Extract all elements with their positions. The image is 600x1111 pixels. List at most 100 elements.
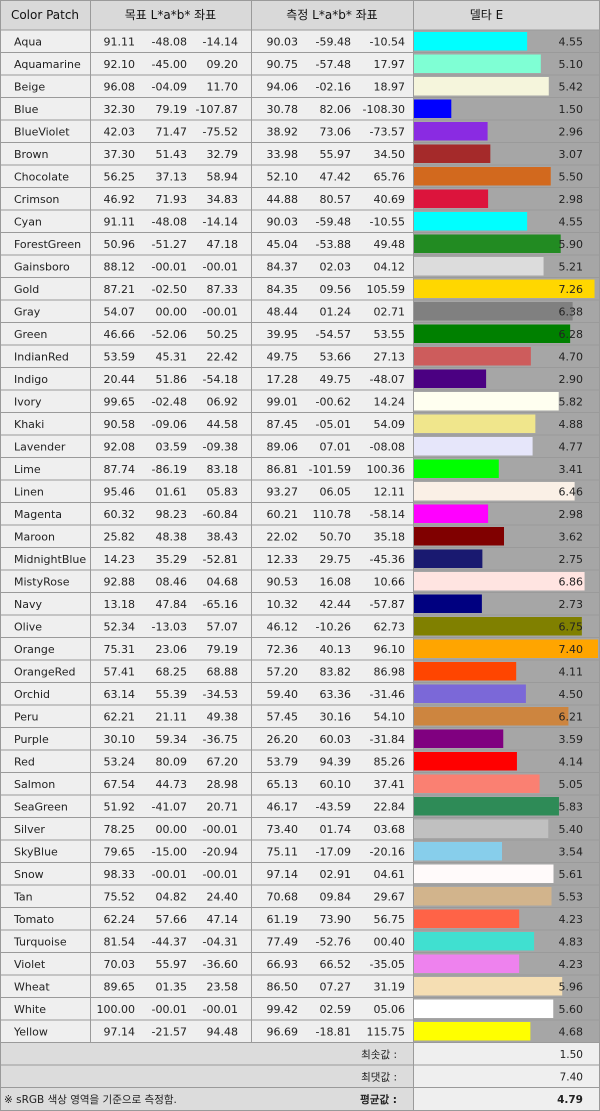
measured-lab-value: 62.73 — [374, 620, 406, 633]
row-background — [0, 165, 413, 188]
table-row: Linen 95.46 01.61 05.83 93.27 06.05 12.11 6.46 — [0, 480, 600, 503]
measured-lab-value: 77.49 — [267, 935, 299, 948]
target-lab-value: -51.27 — [152, 238, 187, 251]
color-name: Crimson — [14, 193, 59, 206]
delta-bar — [414, 347, 531, 366]
measured-lab-value: 46.12 — [267, 620, 299, 633]
delta-value: 5.21 — [559, 260, 584, 273]
target-lab-value: 94.48 — [207, 1025, 239, 1038]
target-lab-value: 98.33 — [104, 868, 136, 881]
delta-value: 5.96 — [559, 980, 584, 993]
target-lab-value: 03.59 — [156, 440, 188, 453]
delta-value: 7.26 — [559, 283, 584, 296]
measured-lab-value: 52.10 — [267, 170, 299, 183]
target-lab-value: 01.35 — [156, 980, 188, 993]
delta-value: 4.77 — [559, 440, 584, 453]
target-lab-value: 80.09 — [156, 755, 188, 768]
row-background — [0, 412, 413, 435]
delta-bar — [414, 819, 549, 838]
measured-lab-value: 04.61 — [374, 868, 406, 881]
measured-lab-value: -53.88 — [316, 238, 351, 251]
row-background — [0, 772, 413, 795]
measured-lab-value: 06.05 — [320, 485, 352, 498]
target-lab-value: 14.23 — [104, 553, 136, 566]
delta-bar — [414, 369, 487, 388]
measured-lab-value: 02.71 — [374, 305, 406, 318]
color-name: Wheat — [14, 980, 50, 993]
delta-value: 4.14 — [559, 755, 584, 768]
max-value: 7.40 — [560, 1071, 583, 1083]
delta-value: 3.54 — [559, 845, 584, 858]
delta-bar — [414, 954, 520, 973]
measured-lab-value: 12.11 — [374, 485, 406, 498]
target-lab-value: 24.40 — [207, 890, 239, 903]
measured-lab-value: 60.21 — [267, 508, 299, 521]
measured-lab-value: 22.84 — [374, 800, 406, 813]
measured-lab-value: -02.16 — [316, 80, 351, 93]
target-lab-value: -04.09 — [152, 80, 187, 93]
target-lab-value: 11.70 — [207, 80, 239, 93]
target-lab-value: 54.07 — [104, 305, 136, 318]
target-lab-value: -45.00 — [152, 58, 187, 71]
target-lab-value: 04.82 — [156, 890, 188, 903]
row-background — [0, 30, 413, 53]
measured-lab-value: 96.10 — [374, 643, 406, 656]
delta-value: 4.88 — [559, 418, 584, 431]
measured-lab-value: 63.36 — [320, 688, 352, 701]
table-row: Salmon 67.54 44.73 28.98 65.13 60.10 37.41 5.05 — [0, 772, 600, 795]
measured-lab-value: -43.59 — [316, 800, 351, 813]
color-name: Gold — [14, 283, 39, 296]
measured-lab-value: 70.68 — [267, 890, 299, 903]
measured-lab-value: 90.03 — [267, 215, 299, 228]
target-lab-value: 83.18 — [207, 463, 239, 476]
table-row: White 100.00 -00.01 -00.01 99.42 02.59 05.06 5.… — [0, 997, 600, 1020]
target-lab-value: 45.31 — [156, 350, 188, 363]
target-lab-value: 89.65 — [104, 980, 136, 993]
delta-bar — [414, 639, 598, 658]
measured-lab-value: 94.39 — [320, 755, 352, 768]
delta-value: 4.50 — [559, 688, 584, 701]
row-background — [0, 952, 413, 975]
target-lab-value: 37.30 — [104, 148, 136, 161]
measured-lab-value: -18.81 — [316, 1025, 351, 1038]
target-lab-value: -14.14 — [203, 35, 238, 48]
target-lab-value: -00.01 — [152, 1003, 187, 1016]
delta-bar — [414, 707, 569, 726]
color-name: Cyan — [14, 215, 42, 228]
measured-lab-value: 01.24 — [320, 305, 352, 318]
row-background — [0, 660, 413, 683]
measured-lab-value: -45.36 — [370, 553, 405, 566]
measured-lab-value: 17.28 — [267, 373, 299, 386]
table-row: Indigo 20.44 51.86 -54.18 17.28 49.75 -48.07 2.… — [0, 367, 600, 390]
row-background — [0, 1020, 413, 1043]
target-lab-value: 01.61 — [156, 485, 188, 498]
target-lab-value: 97.14 — [104, 1025, 136, 1038]
delta-value: 5.83 — [559, 800, 584, 813]
table-row: MistyRose 92.88 08.46 04.68 90.53 16.08 10.66 6… — [0, 570, 600, 593]
target-lab-value: 92.08 — [104, 440, 136, 453]
measured-lab-value: 04.12 — [374, 260, 406, 273]
delta-value: 5.61 — [559, 868, 584, 881]
delta-bar — [414, 572, 585, 591]
delta-value: 5.05 — [559, 778, 584, 791]
color-name: IndianRed — [14, 350, 69, 363]
row-background — [0, 592, 413, 615]
measured-lab-value: 49.48 — [374, 238, 406, 251]
color-name: Olive — [14, 620, 42, 633]
table-row: Aqua 91.11 -48.08 -14.14 90.03 -59.48 -10.54 4.… — [0, 30, 600, 53]
delta-bar — [414, 54, 541, 73]
color-name: Maroon — [14, 530, 55, 543]
measured-lab-value: -31.46 — [370, 688, 405, 701]
measured-lab-value: -00.62 — [316, 395, 351, 408]
target-lab-value: -52.06 — [152, 328, 187, 341]
color-name: Indigo — [14, 373, 48, 386]
delta-bar — [414, 437, 533, 456]
table-row: Lavender 92.08 03.59 -09.38 89.06 07.01 -08.08… — [0, 435, 600, 458]
target-lab-value: 22.42 — [207, 350, 239, 363]
measured-lab-value: -31.84 — [370, 733, 405, 746]
header-target-lab: 목표 L*a*b* 좌표 — [125, 8, 216, 22]
summary-background — [0, 1042, 600, 1111]
target-lab-value: 48.38 — [156, 530, 188, 543]
color-name: SeaGreen — [14, 800, 68, 813]
target-lab-value: -04.31 — [203, 935, 238, 948]
